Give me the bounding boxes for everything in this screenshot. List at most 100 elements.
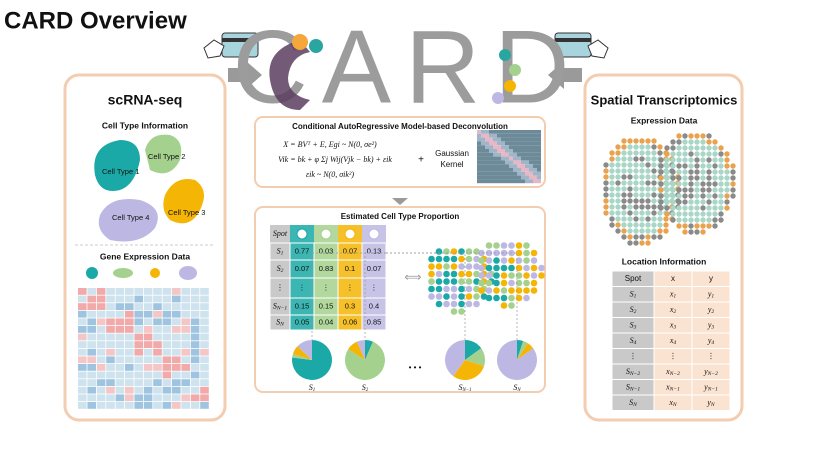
pie-label-sub: 2 [366, 388, 369, 393]
expression-spot [615, 144, 621, 150]
heat-cell [172, 394, 181, 402]
kernel-cell [513, 149, 517, 153]
kernel-cell [537, 179, 541, 184]
kernel-cell [493, 171, 497, 176]
expression-spot [664, 211, 670, 217]
heat-cell [153, 303, 162, 310]
expression-spot [639, 240, 645, 246]
heat-cell [172, 348, 181, 356]
expression-spot [694, 175, 700, 181]
table-text-sub: N [672, 402, 677, 408]
heat-cell [162, 356, 172, 364]
kernel-cell [521, 160, 525, 165]
heat-cell [181, 295, 190, 303]
heat-cell [87, 333, 96, 341]
spot [478, 279, 485, 287]
spot [538, 264, 545, 272]
kernel-cell [525, 152, 529, 157]
spot [435, 263, 443, 270]
kernel-cell [477, 156, 481, 161]
expression-spot [633, 138, 639, 144]
heat-cell [200, 402, 209, 409]
cluster-label: Cell Type 4 [112, 213, 149, 222]
expression-spot [633, 180, 639, 186]
expression-spot [730, 163, 736, 169]
heat-cell [78, 333, 87, 341]
heat-cell [134, 295, 143, 303]
kernel-cell [489, 152, 493, 157]
kernel-cell [497, 164, 501, 168]
kernel-cell [505, 171, 509, 176]
kernel-cell [481, 137, 485, 142]
kernel-cell [513, 152, 517, 157]
kernel-cell [525, 130, 529, 134]
spot [435, 255, 443, 263]
value-label: 0.07 [295, 264, 310, 273]
heat-cell [125, 402, 134, 409]
expression-spot [615, 198, 621, 204]
heat-cell [106, 288, 115, 295]
kernel-cell [509, 164, 513, 168]
expression-spot [712, 169, 718, 175]
equation: Vik = bk + φ Σj Wij(Vjk − bk) + εik [278, 155, 392, 164]
kernel-cell [509, 141, 513, 146]
expression-spot [639, 156, 645, 162]
expression-spot [700, 145, 706, 151]
heat-cell [181, 356, 190, 364]
expression-spot [657, 228, 663, 234]
heat-cell [87, 326, 96, 333]
expression-spot [682, 205, 688, 211]
kernel-cell [481, 175, 485, 180]
kernel-cell [501, 141, 505, 146]
heat-cell [181, 288, 190, 295]
heat-cell [106, 394, 115, 402]
heat-cell [190, 310, 200, 318]
heat-cell [78, 318, 87, 326]
table-text-sub: 2 [711, 309, 714, 315]
expression-spot [645, 204, 651, 210]
kernel-cell [513, 141, 517, 146]
spot [458, 248, 465, 255]
kernel-cell [485, 171, 489, 176]
kernel-cell [501, 168, 505, 172]
expression-spot [658, 199, 664, 205]
heat-cell [106, 379, 115, 386]
expression-spot [651, 162, 657, 168]
spot [485, 294, 493, 302]
spot [523, 257, 530, 264]
expression-spot [627, 180, 633, 186]
expression-spot [627, 156, 633, 162]
expression-spot [724, 151, 730, 157]
box-title: Estimated Cell Type Proportion [341, 212, 460, 221]
value-label: 0.13 [367, 246, 382, 255]
expression-spot [700, 193, 706, 199]
kernel-cell [521, 145, 525, 149]
expression-spot [645, 234, 651, 240]
heat-cell [106, 341, 115, 348]
kernel-cell [505, 149, 509, 153]
spot [450, 293, 458, 300]
heat-cell [78, 394, 87, 402]
table-text: y3 [707, 320, 715, 330]
spot [508, 302, 515, 309]
spot [435, 300, 443, 308]
expression-spot [682, 157, 688, 163]
expression-spot [706, 157, 712, 163]
table-text: xN−1 [665, 382, 680, 392]
expression-spot [651, 216, 657, 222]
kernel-cell [533, 145, 537, 149]
heat-cell [190, 356, 200, 364]
expression-spot [615, 156, 621, 162]
expression-spot [603, 168, 609, 174]
spot [450, 263, 458, 270]
spot [478, 257, 485, 264]
heat-cell [200, 326, 209, 333]
heat-cell [96, 386, 106, 394]
heat-cell [143, 402, 153, 409]
expression-spot [718, 163, 724, 169]
expression-spot [724, 175, 730, 181]
heat-cell [125, 371, 134, 379]
value-label: ⋮ [322, 283, 330, 292]
heat-cell [143, 318, 153, 326]
